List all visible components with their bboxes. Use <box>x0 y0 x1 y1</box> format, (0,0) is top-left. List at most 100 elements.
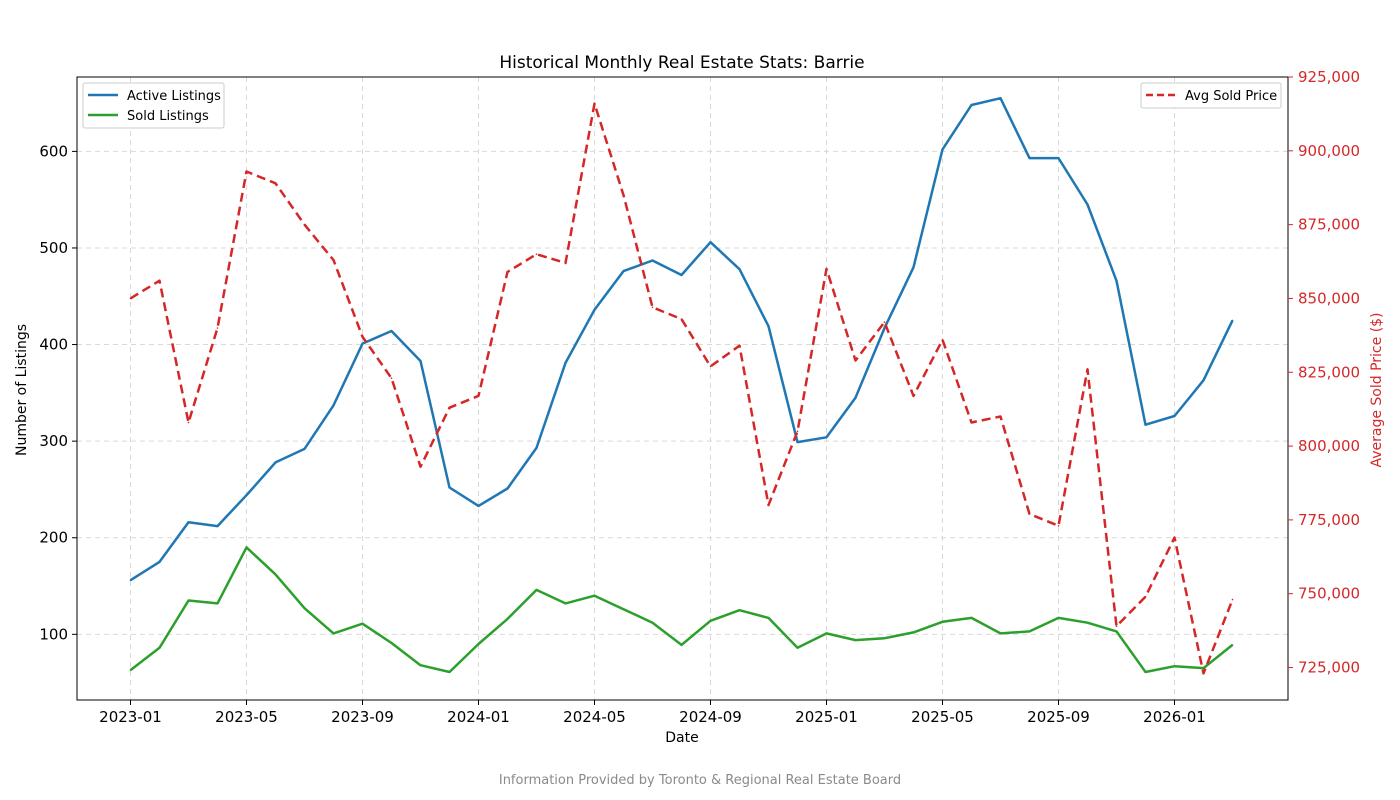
data-point-active-listings <box>941 148 944 151</box>
data-point-active-listings <box>883 327 886 329</box>
data-point-avg-sold-price <box>535 253 538 255</box>
data-point-active-listings <box>187 521 190 524</box>
data-point-sold-listings <box>1144 671 1147 673</box>
x-tick-label: 2024-01 <box>447 708 510 726</box>
legend-label-sold-listings: Sold Listings <box>127 109 209 124</box>
y-left-tick-label: 400 <box>39 336 68 354</box>
data-point-active-listings <box>796 441 799 443</box>
data-point-avg-sold-price <box>622 194 625 196</box>
data-point-active-listings <box>854 396 857 399</box>
data-point-avg-sold-price <box>709 365 712 368</box>
data-point-avg-sold-price <box>564 262 567 264</box>
y-left-tick-label: 600 <box>39 142 68 160</box>
data-point-active-listings <box>593 309 596 311</box>
data-point-active-listings <box>970 104 973 106</box>
y-left-tick-label: 500 <box>39 239 68 257</box>
y-right-tick-label: 775,000 <box>1298 511 1360 529</box>
data-point-active-listings <box>999 97 1002 99</box>
y-axis-right-label: Average Sold Price ($) <box>1369 312 1385 467</box>
data-point-sold-listings <box>825 632 828 635</box>
x-tick-label: 2023-09 <box>331 708 394 726</box>
data-point-avg-sold-price <box>941 339 944 341</box>
legend-label-avg-sold-price: Avg Sold Price <box>1185 89 1277 104</box>
data-point-avg-sold-price <box>332 259 335 261</box>
footer-credit: Information Provided by Toronto & Region… <box>499 773 901 788</box>
data-point-sold-listings <box>796 647 799 649</box>
data-point-active-listings <box>477 505 480 507</box>
y-right-tick-label: 875,000 <box>1298 216 1360 234</box>
data-point-sold-listings <box>1086 621 1089 624</box>
legend-left: Active Listings Sold Listings <box>82 82 225 129</box>
data-point-sold-listings <box>129 669 132 671</box>
y-axis-left-label: Number of Listings <box>14 324 30 456</box>
data-point-active-listings <box>361 342 364 345</box>
data-point-sold-listings <box>738 609 741 611</box>
data-point-avg-sold-price <box>825 268 828 270</box>
data-point-active-listings <box>738 268 741 271</box>
data-point-avg-sold-price <box>593 102 596 105</box>
data-point-active-listings <box>448 486 451 489</box>
data-point-sold-listings <box>709 620 712 622</box>
data-point-avg-sold-price <box>1144 595 1147 598</box>
data-point-avg-sold-price <box>651 306 654 309</box>
data-point-avg-sold-price <box>854 359 857 362</box>
data-point-sold-listings <box>361 622 364 625</box>
series-line-avg-sold-price <box>129 102 1234 675</box>
data-point-sold-listings <box>593 594 596 597</box>
data-point-avg-sold-price <box>1057 525 1060 527</box>
data-point-avg-sold-price <box>158 279 161 282</box>
data-point-active-listings <box>709 241 712 243</box>
data-point-avg-sold-price <box>274 182 277 185</box>
data-point-sold-listings <box>883 637 886 639</box>
data-point-active-listings <box>129 579 132 581</box>
x-tick-label: 2024-09 <box>679 708 742 726</box>
data-point-sold-listings <box>448 671 451 673</box>
legend-right: Avg Sold Price <box>1140 82 1282 109</box>
x-tick-label: 2023-05 <box>215 708 278 726</box>
data-point-avg-sold-price <box>361 336 364 338</box>
x-tick-label: 2025-01 <box>795 708 858 726</box>
x-tick-label: 2023-01 <box>99 708 162 726</box>
data-point-active-listings <box>680 274 683 276</box>
data-point-sold-listings <box>564 602 567 605</box>
data-point-active-listings <box>825 436 828 439</box>
y-left-tick-label: 100 <box>39 625 68 643</box>
data-point-active-listings <box>1231 319 1234 322</box>
data-point-active-listings <box>419 360 422 362</box>
data-point-avg-sold-price <box>1115 625 1118 627</box>
data-point-sold-listings <box>187 599 190 602</box>
data-point-sold-listings <box>999 632 1002 635</box>
data-point-active-listings <box>535 447 538 449</box>
data-point-sold-listings <box>390 642 393 644</box>
data-point-sold-listings <box>941 621 944 623</box>
data-point-active-listings <box>506 487 509 490</box>
x-tick-label: 2025-09 <box>1027 708 1090 726</box>
data-point-active-listings <box>651 259 654 262</box>
data-point-active-listings <box>245 494 248 497</box>
data-point-sold-listings <box>1202 667 1205 669</box>
data-point-avg-sold-price <box>419 465 422 468</box>
y-right-tick-label: 725,000 <box>1298 659 1360 677</box>
data-point-avg-sold-price <box>216 327 219 329</box>
data-point-sold-listings <box>622 608 625 610</box>
y-right-tick-label: 825,000 <box>1298 363 1360 381</box>
data-point-avg-sold-price <box>477 395 480 397</box>
x-tick-label: 2024-05 <box>563 708 626 726</box>
data-point-active-listings <box>622 270 625 272</box>
data-point-sold-listings <box>680 644 683 646</box>
y-right-tick-label: 925,000 <box>1298 68 1360 86</box>
data-point-sold-listings <box>158 647 161 649</box>
data-point-avg-sold-price <box>448 406 451 409</box>
series-layer <box>129 96 1234 675</box>
y-axis-right-ticks: 725,000 750,000 775,000 800,000 825,000 850,0… <box>1288 68 1360 677</box>
data-point-active-listings <box>1202 379 1205 382</box>
data-point-active-listings <box>1028 157 1031 159</box>
data-point-sold-listings <box>303 607 306 609</box>
series-line-active-listings <box>129 96 1234 582</box>
legend-label-active-listings: Active Listings <box>127 89 221 104</box>
data-point-active-listings <box>1057 157 1060 159</box>
data-point-sold-listings <box>332 632 335 635</box>
data-point-avg-sold-price <box>999 415 1002 418</box>
x-axis-ticks: 2023-01 2023-05 2023-09 2024-01 2024-05 2024-… <box>99 700 1206 726</box>
data-point-sold-listings <box>535 589 538 591</box>
